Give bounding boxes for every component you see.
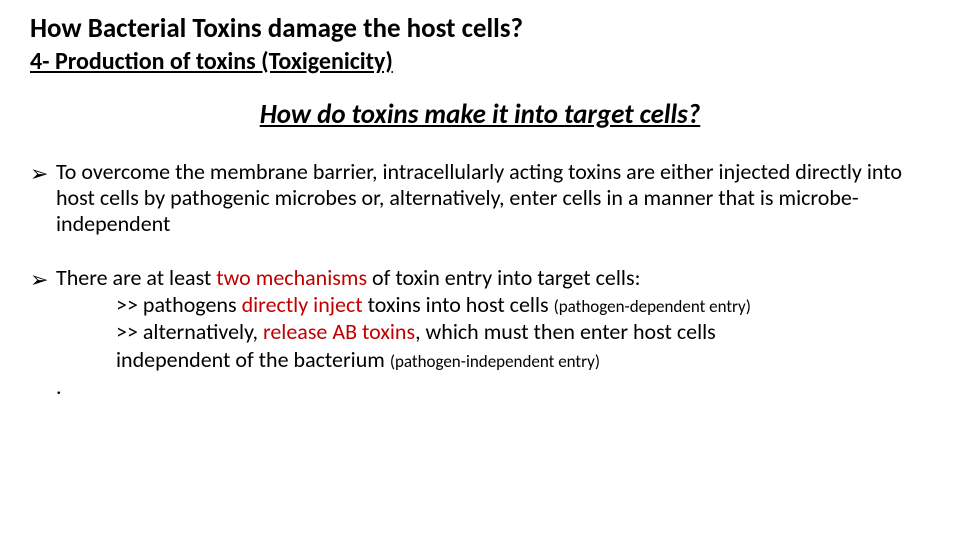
- chevron-right-icon: ➢: [30, 161, 48, 187]
- bullet-text: There are at least two mechanisms of tox…: [56, 264, 640, 291]
- chevron-right-icon: ➢: [30, 267, 48, 293]
- bullet-item: ➢ To overcome the membrane barrier, intra…: [30, 159, 930, 237]
- bullet-subline: independent of the bacterium (pathogen-i…: [116, 346, 930, 374]
- bullet-item: ➢ There are at least two mechanisms of to…: [30, 265, 930, 401]
- bullet-subline: >> alternatively, release AB toxins, whi…: [116, 318, 930, 346]
- bullet-list: ➢ To overcome the membrane barrier, intra…: [30, 159, 930, 401]
- bullet-text: To overcome the membrane barrier, intrac…: [56, 158, 902, 237]
- bullet-sublines: >> pathogens directly inject toxins into…: [56, 291, 930, 401]
- slide-subtitle: 4- Production of toxins (Toxigenicity): [30, 47, 930, 76]
- slide-title: How Bacterial Toxins damage the host cel…: [30, 12, 930, 45]
- bullet-subline: .: [56, 373, 930, 401]
- bullet-subline: >> pathogens directly inject toxins into…: [116, 291, 930, 319]
- section-heading: How do toxins make it into target cells?: [30, 98, 930, 131]
- slide-container: How Bacterial Toxins damage the host cel…: [0, 0, 960, 449]
